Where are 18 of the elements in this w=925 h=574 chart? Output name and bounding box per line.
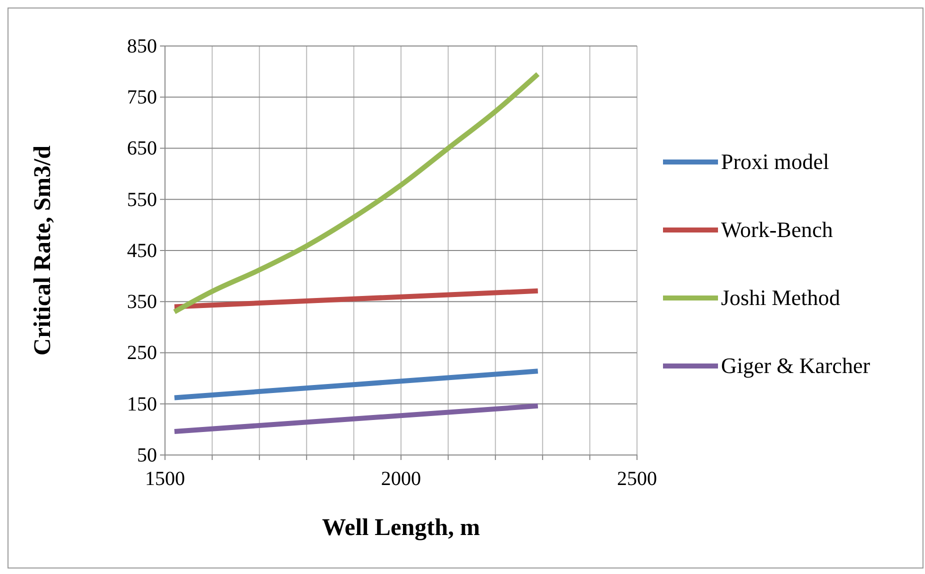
y-axis-title: Critical Rate, Sm3/d: [30, 144, 56, 356]
y-tick-label: 150: [127, 393, 157, 416]
y-tick-label: 750: [127, 86, 157, 109]
y-tick-label: 550: [127, 188, 157, 211]
x-axis-title: Well Length, m: [322, 515, 480, 541]
y-tick-label: 850: [127, 35, 157, 58]
legend-label: Giger & Karcher: [721, 353, 871, 378]
y-tick-label: 350: [127, 291, 157, 314]
y-tick-label: 450: [127, 240, 157, 262]
legend-label: Proxi model: [721, 149, 830, 174]
legend-label: Joshi Method: [721, 285, 840, 310]
x-tick-label: 1500: [145, 468, 185, 490]
y-tick-label: 650: [127, 138, 157, 160]
legend-label: Work-Bench: [721, 217, 833, 242]
y-tick-label: 50: [137, 444, 157, 466]
x-tick-label: 2000: [381, 468, 421, 490]
x-tick-label: 2500: [617, 468, 657, 490]
y-tick-label: 250: [127, 342, 157, 364]
